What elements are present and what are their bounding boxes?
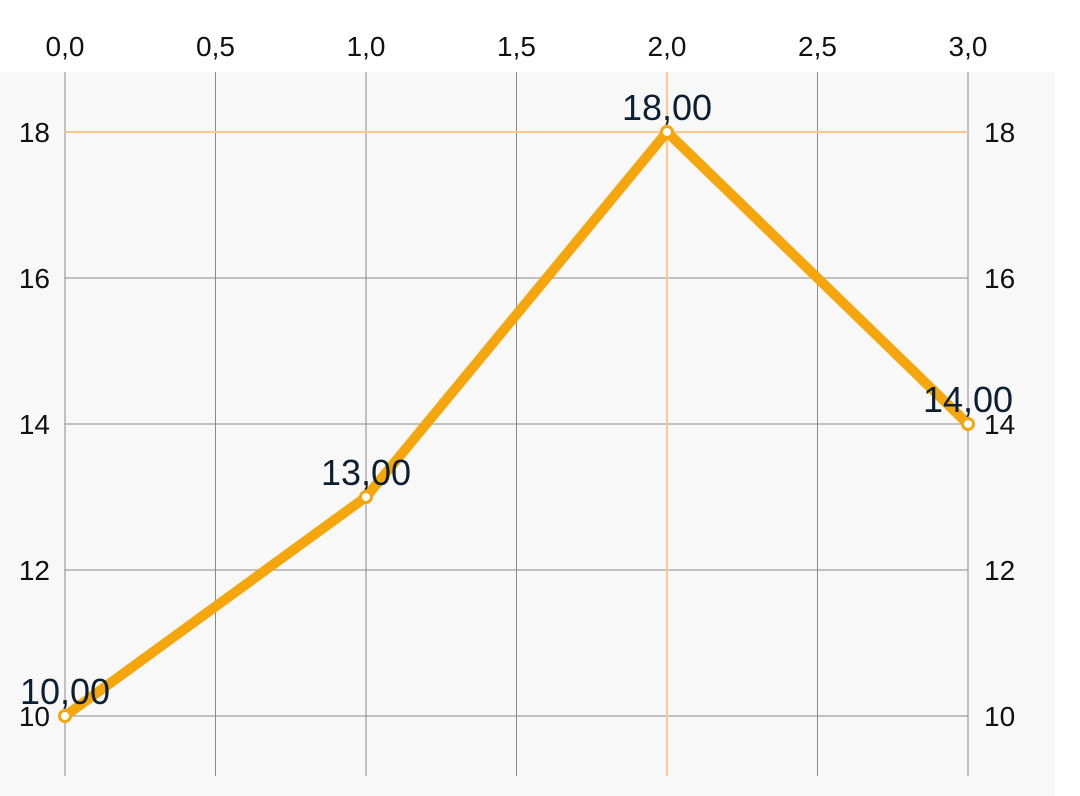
series-layer	[58, 124, 975, 723]
y-tick-label-right: 16	[984, 263, 1015, 294]
data-point	[359, 490, 373, 504]
x-tick-label: 2,0	[648, 31, 687, 62]
y-tick-label-left: 16	[19, 263, 50, 294]
y-tick-label-left: 14	[19, 409, 50, 440]
x-tick-label: 1,0	[347, 31, 386, 62]
data-label: 10,00	[20, 671, 110, 712]
data-point	[961, 417, 975, 431]
data-point	[660, 125, 674, 139]
y-tick-label-left: 10	[19, 701, 50, 732]
y-axis-left: 10 12 14 16 18	[19, 117, 50, 732]
series-line	[62, 124, 972, 721]
header-band	[0, 0, 1055, 72]
y-axis-right: 10 12 14 16 18	[984, 117, 1015, 732]
data-label: 13,00	[321, 452, 411, 493]
data-label: 18,00	[622, 87, 712, 128]
y-tick-label-right: 12	[984, 555, 1015, 586]
data-label: 14,00	[923, 379, 1013, 420]
x-tick-label: 0,0	[46, 31, 85, 62]
x-tick-label: 2,5	[798, 31, 837, 62]
y-tick-label-left: 12	[19, 555, 50, 586]
data-labels: 10,00 13,00 18,00 14,00	[20, 87, 1013, 712]
data-point	[58, 709, 72, 723]
y-tick-label-left: 18	[19, 117, 50, 148]
x-tick-label: 0,5	[196, 31, 235, 62]
y-tick-label-right: 18	[984, 117, 1015, 148]
x-tick-label: 1,5	[497, 31, 536, 62]
plot-background	[0, 0, 1055, 796]
y-tick-label-right: 14	[984, 409, 1015, 440]
x-tick-label: 3,0	[949, 31, 988, 62]
y-tick-label-right: 10	[984, 701, 1015, 732]
x-axis-top: 0,0 0,5 1,0 1,5 2,0 2,5 3,0	[46, 31, 988, 62]
highlight-crosshair	[65, 72, 968, 776]
